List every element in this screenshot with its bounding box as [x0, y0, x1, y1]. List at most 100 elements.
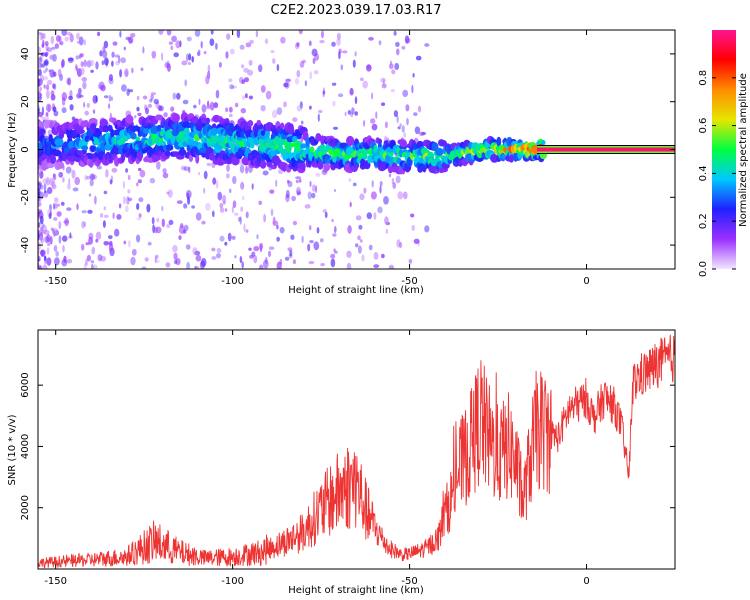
heatmap-noise-cell: [215, 42, 218, 50]
heatmap-noise-cell: [147, 103, 152, 108]
heatmap-noise-cell: [146, 203, 151, 213]
heatmap-noise-cell: [276, 261, 282, 269]
heatmap-band-cell: [379, 161, 389, 170]
heatmap-band-cell: [301, 162, 306, 171]
heatmap-noise-cell: [46, 47, 53, 52]
heatmap-noise-cell: [405, 104, 410, 112]
heatmap-noise-cell: [68, 95, 73, 101]
heatmap-noise-cell: [44, 190, 47, 194]
heatmap-noise-cell: [385, 228, 388, 234]
heatmap-noise-cell: [38, 198, 41, 207]
heatmap-band-cell: [165, 144, 174, 151]
colorbar-tick-label: 0.4: [698, 165, 709, 181]
heatmap-noise-cell: [404, 35, 410, 44]
heatmap-band-cell: [191, 116, 199, 124]
heatmap-noise-cell: [258, 264, 264, 269]
heatmap-noise-cell: [381, 83, 387, 89]
heatmap-noise-cell: [53, 232, 56, 237]
heatmap-noise-cell: [85, 242, 90, 246]
heatmap-noise-cell: [228, 106, 233, 113]
heatmap-noise-cell: [278, 169, 283, 175]
heatmap-noise-cell: [259, 242, 264, 250]
heatmap-band-cell: [90, 123, 97, 130]
heatmap-noise-cell: [145, 107, 149, 115]
heatmap-noise-cell: [47, 104, 51, 113]
heatmap-noise-cell: [38, 196, 41, 202]
heatmap-band-cell: [54, 138, 64, 146]
heatmap-noise-cell: [119, 30, 122, 38]
heatmap-noise-cell: [410, 213, 415, 218]
heatmap-noise-cell: [187, 62, 191, 65]
heatmap-noise-cell: [341, 50, 348, 54]
heatmap-noise-cell: [179, 40, 182, 48]
heatmap-noise-cell: [391, 177, 395, 185]
heatmap-noise-cell: [198, 171, 200, 176]
heatmap-noise-cell: [38, 62, 43, 69]
heatmap-noise-cell: [185, 53, 189, 62]
heatmap-noise-cell: [301, 59, 306, 64]
heatmap-noise-cell: [151, 50, 157, 59]
heatmap-noise-cell: [322, 90, 326, 95]
y-tick-label: 0: [20, 146, 31, 152]
heatmap-noise-cell: [279, 227, 285, 234]
heatmap-noise-cell: [127, 189, 131, 194]
top-x-axis-label: Height of straight line (km): [288, 285, 424, 296]
heatmap-noise-cell: [183, 224, 189, 231]
heatmap-noise-cell: [56, 35, 61, 42]
heatmap-noise-cell: [371, 180, 374, 188]
heatmap-noise-cell: [240, 108, 246, 114]
heatmap-noise-cell: [102, 220, 106, 228]
heatmap-noise-cell: [393, 30, 397, 36]
heatmap-noise-cell: [239, 256, 243, 264]
heatmap-noise-cell: [239, 44, 245, 50]
top-y-axis-label: Frequency (Hz): [7, 112, 18, 188]
heatmap-noise-cell: [91, 174, 97, 180]
heatmap-band-cell: [188, 154, 194, 162]
heatmap-noise-cell: [184, 79, 187, 87]
heatmap-band-cell: [315, 133, 322, 142]
heatmap-band-cell: [323, 162, 331, 172]
heatmap-noise-cell: [103, 214, 109, 218]
y-tick-label: 6000: [20, 372, 31, 397]
heatmap-noise-cell: [85, 258, 88, 266]
heatmap-noise-cell: [294, 77, 300, 85]
heatmap-noise-cell: [354, 51, 357, 57]
heatmap-noise-cell: [52, 202, 56, 210]
heatmap-noise-cell: [313, 241, 320, 251]
heatmap-noise-cell: [232, 175, 237, 185]
heatmap-noise-cell: [97, 31, 101, 37]
heatmap-noise-cell: [229, 84, 235, 90]
heatmap-noise-cell: [355, 243, 359, 248]
heatmap-noise-cell: [403, 132, 406, 138]
heatmap-noise-cell: [136, 203, 140, 210]
heatmap-noise-cell: [150, 94, 154, 101]
heatmap-noise-cell: [349, 87, 354, 96]
heatmap-noise-cell: [38, 94, 41, 98]
heatmap-noise-cell: [415, 55, 422, 61]
heatmap-noise-cell: [172, 244, 178, 253]
heatmap-noise-cell: [354, 111, 359, 116]
heatmap-noise-cell: [195, 212, 202, 221]
heatmap-band-cell: [120, 153, 126, 163]
x-tick-label: -150: [44, 276, 67, 287]
heatmap-noise-cell: [156, 161, 161, 170]
heatmap-band-cell: [76, 128, 85, 135]
heatmap-noise-cell: [347, 110, 352, 115]
heatmap-noise-cell: [90, 69, 94, 73]
heatmap-noise-cell: [161, 205, 164, 212]
heatmap-noise-cell: [191, 205, 196, 209]
heatmap-noise-cell: [82, 81, 87, 90]
heatmap-noise-cell: [69, 104, 74, 111]
heatmap-noise-cell: [136, 182, 139, 187]
heatmap-noise-cell: [136, 95, 140, 101]
heatmap-noise-cell: [338, 93, 344, 98]
heatmap-noise-cell: [75, 65, 78, 72]
heatmap-noise-cell: [128, 240, 131, 248]
heatmap-noise-cell: [263, 213, 266, 223]
heatmap-band-cell: [346, 135, 355, 146]
heatmap-noise-cell: [226, 33, 231, 40]
top-x-ticks: -150 -100 -50 0: [44, 30, 590, 287]
heatmap-noise-cell: [124, 205, 129, 213]
heatmap-noise-cell: [141, 266, 147, 269]
heatmap-noise-cell: [130, 256, 136, 266]
